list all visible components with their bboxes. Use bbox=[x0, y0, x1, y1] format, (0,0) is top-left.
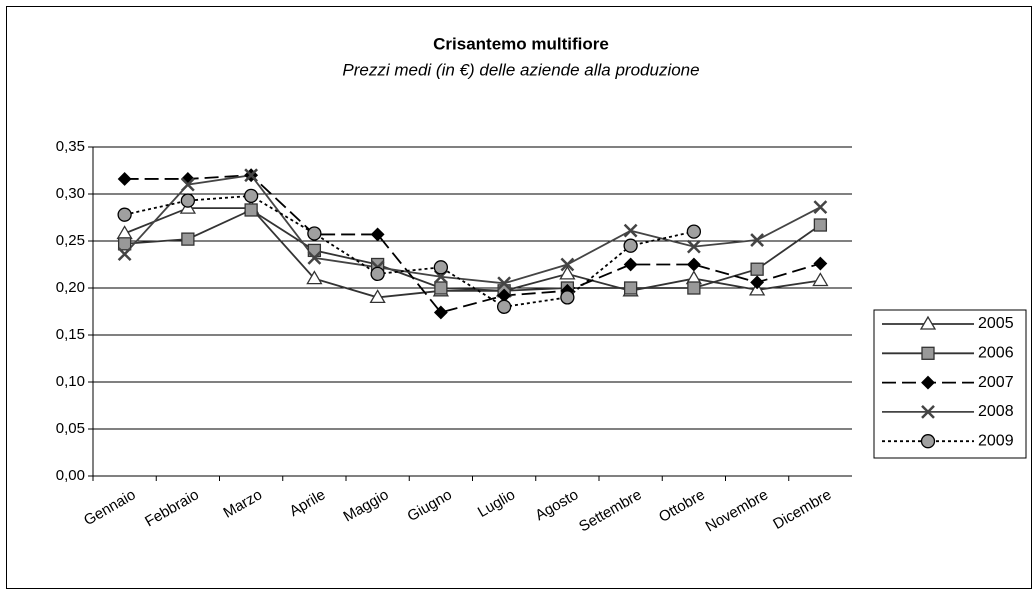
legend-label: 2008 bbox=[978, 403, 1014, 420]
point-marker bbox=[434, 281, 448, 295]
point-marker bbox=[813, 200, 828, 215]
legend-label: 2007 bbox=[978, 374, 1014, 391]
point-marker bbox=[244, 203, 258, 217]
point-marker bbox=[369, 289, 386, 304]
point-marker bbox=[433, 305, 448, 320]
point-marker bbox=[812, 272, 829, 287]
point-marker bbox=[623, 281, 638, 295]
point-marker bbox=[686, 224, 702, 239]
point-marker bbox=[750, 262, 764, 276]
point-marker bbox=[686, 257, 701, 272]
point-marker bbox=[560, 290, 575, 305]
point-marker bbox=[750, 233, 765, 247]
point-marker bbox=[370, 266, 385, 282]
legend-label: 2005 bbox=[978, 315, 1014, 332]
legend-marker bbox=[921, 405, 935, 419]
legend-marker bbox=[920, 434, 936, 449]
series-line bbox=[124, 174, 821, 314]
y-tick-label: 0,00 bbox=[56, 467, 85, 484]
point-marker bbox=[813, 256, 828, 271]
series-line bbox=[124, 194, 695, 308]
point-marker bbox=[686, 239, 701, 254]
legend-label: 2006 bbox=[978, 345, 1014, 362]
point-marker bbox=[307, 251, 322, 265]
point-marker bbox=[497, 276, 512, 291]
point-marker bbox=[180, 177, 195, 192]
legend-label: 2009 bbox=[978, 432, 1014, 449]
point-marker bbox=[306, 270, 323, 285]
point-marker bbox=[181, 232, 195, 246]
point-marker bbox=[117, 172, 132, 186]
y-tick-label: 0,35 bbox=[56, 138, 85, 155]
legend-marker bbox=[921, 346, 935, 360]
chart-frame bbox=[6, 6, 1032, 589]
point-marker bbox=[117, 237, 132, 251]
series-line bbox=[123, 174, 821, 285]
chart-title: Crisantemo multifiore bbox=[433, 34, 609, 53]
point-marker bbox=[559, 265, 576, 280]
point-marker bbox=[496, 299, 512, 314]
point-marker bbox=[180, 193, 196, 208]
y-tick-label: 0,25 bbox=[56, 232, 85, 249]
point-marker bbox=[433, 260, 449, 275]
point-marker bbox=[117, 207, 132, 222]
point-marker bbox=[307, 226, 322, 241]
legend-box bbox=[873, 309, 1027, 459]
point-marker bbox=[244, 168, 259, 183]
y-tick-label: 0,20 bbox=[56, 279, 85, 296]
series-line bbox=[124, 208, 821, 292]
legend-marker bbox=[921, 375, 935, 390]
point-marker bbox=[560, 257, 575, 272]
point-marker bbox=[117, 247, 132, 262]
point-marker bbox=[687, 281, 701, 295]
y-tick-label: 0,05 bbox=[56, 420, 85, 437]
point-marker bbox=[750, 275, 765, 290]
y-tick-label: 0,15 bbox=[56, 326, 85, 343]
point-marker bbox=[623, 257, 638, 272]
point-marker bbox=[370, 227, 385, 242]
point-marker bbox=[623, 238, 638, 253]
legend-marker bbox=[919, 315, 937, 330]
chart-subtitle: Prezzi medi (in €) delle aziende alla pr… bbox=[342, 60, 699, 79]
point-marker bbox=[243, 188, 259, 204]
point-marker bbox=[813, 218, 828, 232]
series-line bbox=[124, 207, 821, 299]
point-marker bbox=[623, 223, 638, 238]
y-tick-label: 0,30 bbox=[56, 185, 85, 202]
y-tick-label: 0,10 bbox=[56, 373, 85, 390]
